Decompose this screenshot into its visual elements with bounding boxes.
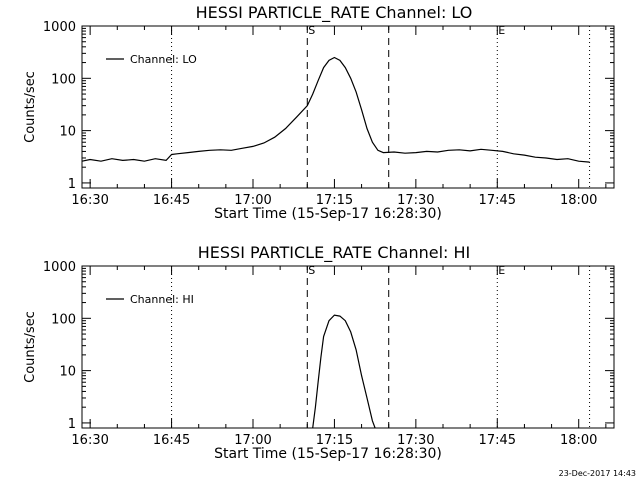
y-tick-label: 1000 (43, 20, 76, 35)
time-marker-label: E (498, 24, 505, 37)
y-tick-label: 10 (59, 125, 76, 140)
x-axis-label: Start Time (15-Sep-17 16:28:30) (214, 206, 442, 222)
x-tick-label: 17:00 (234, 433, 271, 448)
y-tick-label: 1000 (43, 260, 76, 275)
y-tick-label: 1 (68, 177, 76, 192)
x-tick-label: 17:45 (479, 433, 516, 448)
x-tick-label: 17:15 (316, 433, 353, 448)
y-tick-label: 1 (68, 417, 76, 432)
x-tick-label: 18:00 (560, 433, 597, 448)
time-marker-label: S (308, 24, 315, 37)
y-axis-label: Counts/sec (23, 311, 38, 383)
plot-frame (81, 25, 615, 189)
time-marker-label: E (498, 264, 505, 277)
series-line (81, 56, 590, 163)
x-tick-label: 16:45 (153, 433, 190, 448)
y-axis-label: Counts/sec (23, 71, 38, 143)
x-tick-label: 17:15 (316, 193, 353, 208)
legend-label: Channel: HI (130, 293, 194, 306)
plot-frame (81, 265, 615, 429)
x-axis-label: Start Time (15-Sep-17 16:28:30) (214, 446, 442, 462)
x-tick-label: 17:30 (397, 433, 434, 448)
x-tick-label: 16:30 (71, 193, 108, 208)
y-tick-label: 10 (59, 365, 76, 380)
plot-timestamp: 23-Dec-2017 14:43 (559, 469, 636, 478)
series-line (312, 314, 376, 429)
x-tick-label: 18:00 (560, 193, 597, 208)
y-tick-label: 100 (51, 72, 76, 87)
x-tick-label: 17:00 (234, 193, 271, 208)
time-marker-label: S (308, 264, 315, 277)
chart-title: HESSI PARTICLE_RATE Channel: HI (198, 243, 471, 263)
legend-label: Channel: LO (130, 53, 197, 66)
x-tick-label: 17:30 (397, 193, 434, 208)
x-tick-label: 16:45 (153, 193, 190, 208)
y-tick-label: 100 (51, 312, 76, 327)
x-tick-label: 16:30 (71, 433, 108, 448)
x-tick-label: 17:45 (479, 193, 516, 208)
chart-title: HESSI PARTICLE_RATE Channel: LO (196, 3, 473, 23)
